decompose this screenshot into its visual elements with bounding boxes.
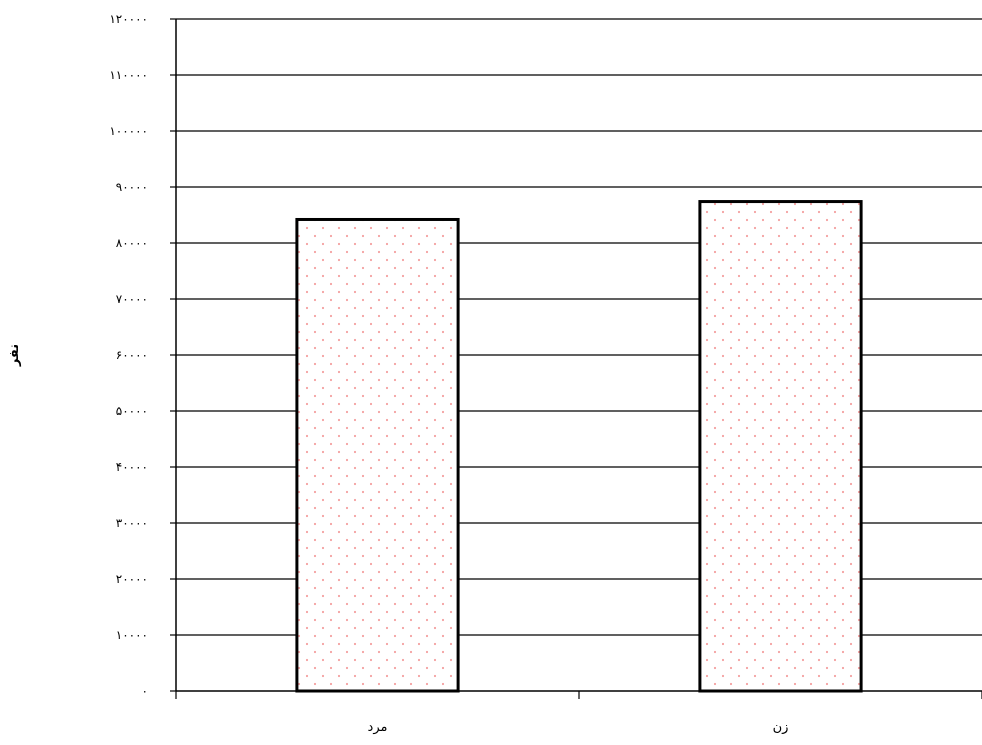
bars	[295, 200, 863, 693]
bar-1	[295, 217, 460, 693]
y-tick-label: ۶۰۰۰۰	[116, 348, 148, 362]
y-tick-label: ۲۰۰۰۰	[116, 572, 148, 586]
x-category-label: زن	[773, 720, 789, 735]
y-tick-label: ۹۰۰۰۰	[116, 180, 148, 194]
y-tick-label: ۱۱۰۰۰۰	[109, 68, 148, 82]
y-tick-label: ۳۰۰۰۰	[116, 516, 148, 530]
y-tick-label: ۷۰۰۰۰	[116, 292, 148, 306]
y-tick-label: ۵۰۰۰۰	[116, 404, 148, 418]
y-axis-label: نفر	[7, 344, 22, 367]
y-tick-labels: ۰ ۱۰۰۰۰ ۲۰۰۰۰ ۳۰۰۰۰ ۴۰۰۰۰ ۵۰۰۰۰ ۶۰۰۰۰ ۷۰۰۰۰ ۸۰۰۰…	[109, 12, 148, 698]
y-tick-label: ۱۲۰۰۰۰	[109, 12, 148, 26]
x-category-label: مرد	[368, 720, 388, 735]
y-tick-label: ۴۰۰۰۰	[116, 460, 148, 474]
y-tick-label: ۰	[142, 684, 148, 698]
bar-2	[698, 200, 863, 693]
y-tick-label: ۸۰۰۰۰	[116, 236, 148, 250]
y-tick-label: ۱۰۰۰۰۰	[109, 124, 148, 138]
x-category-labels: مرد زن	[368, 720, 789, 735]
y-tick-label: ۱۰۰۰۰	[116, 628, 148, 642]
